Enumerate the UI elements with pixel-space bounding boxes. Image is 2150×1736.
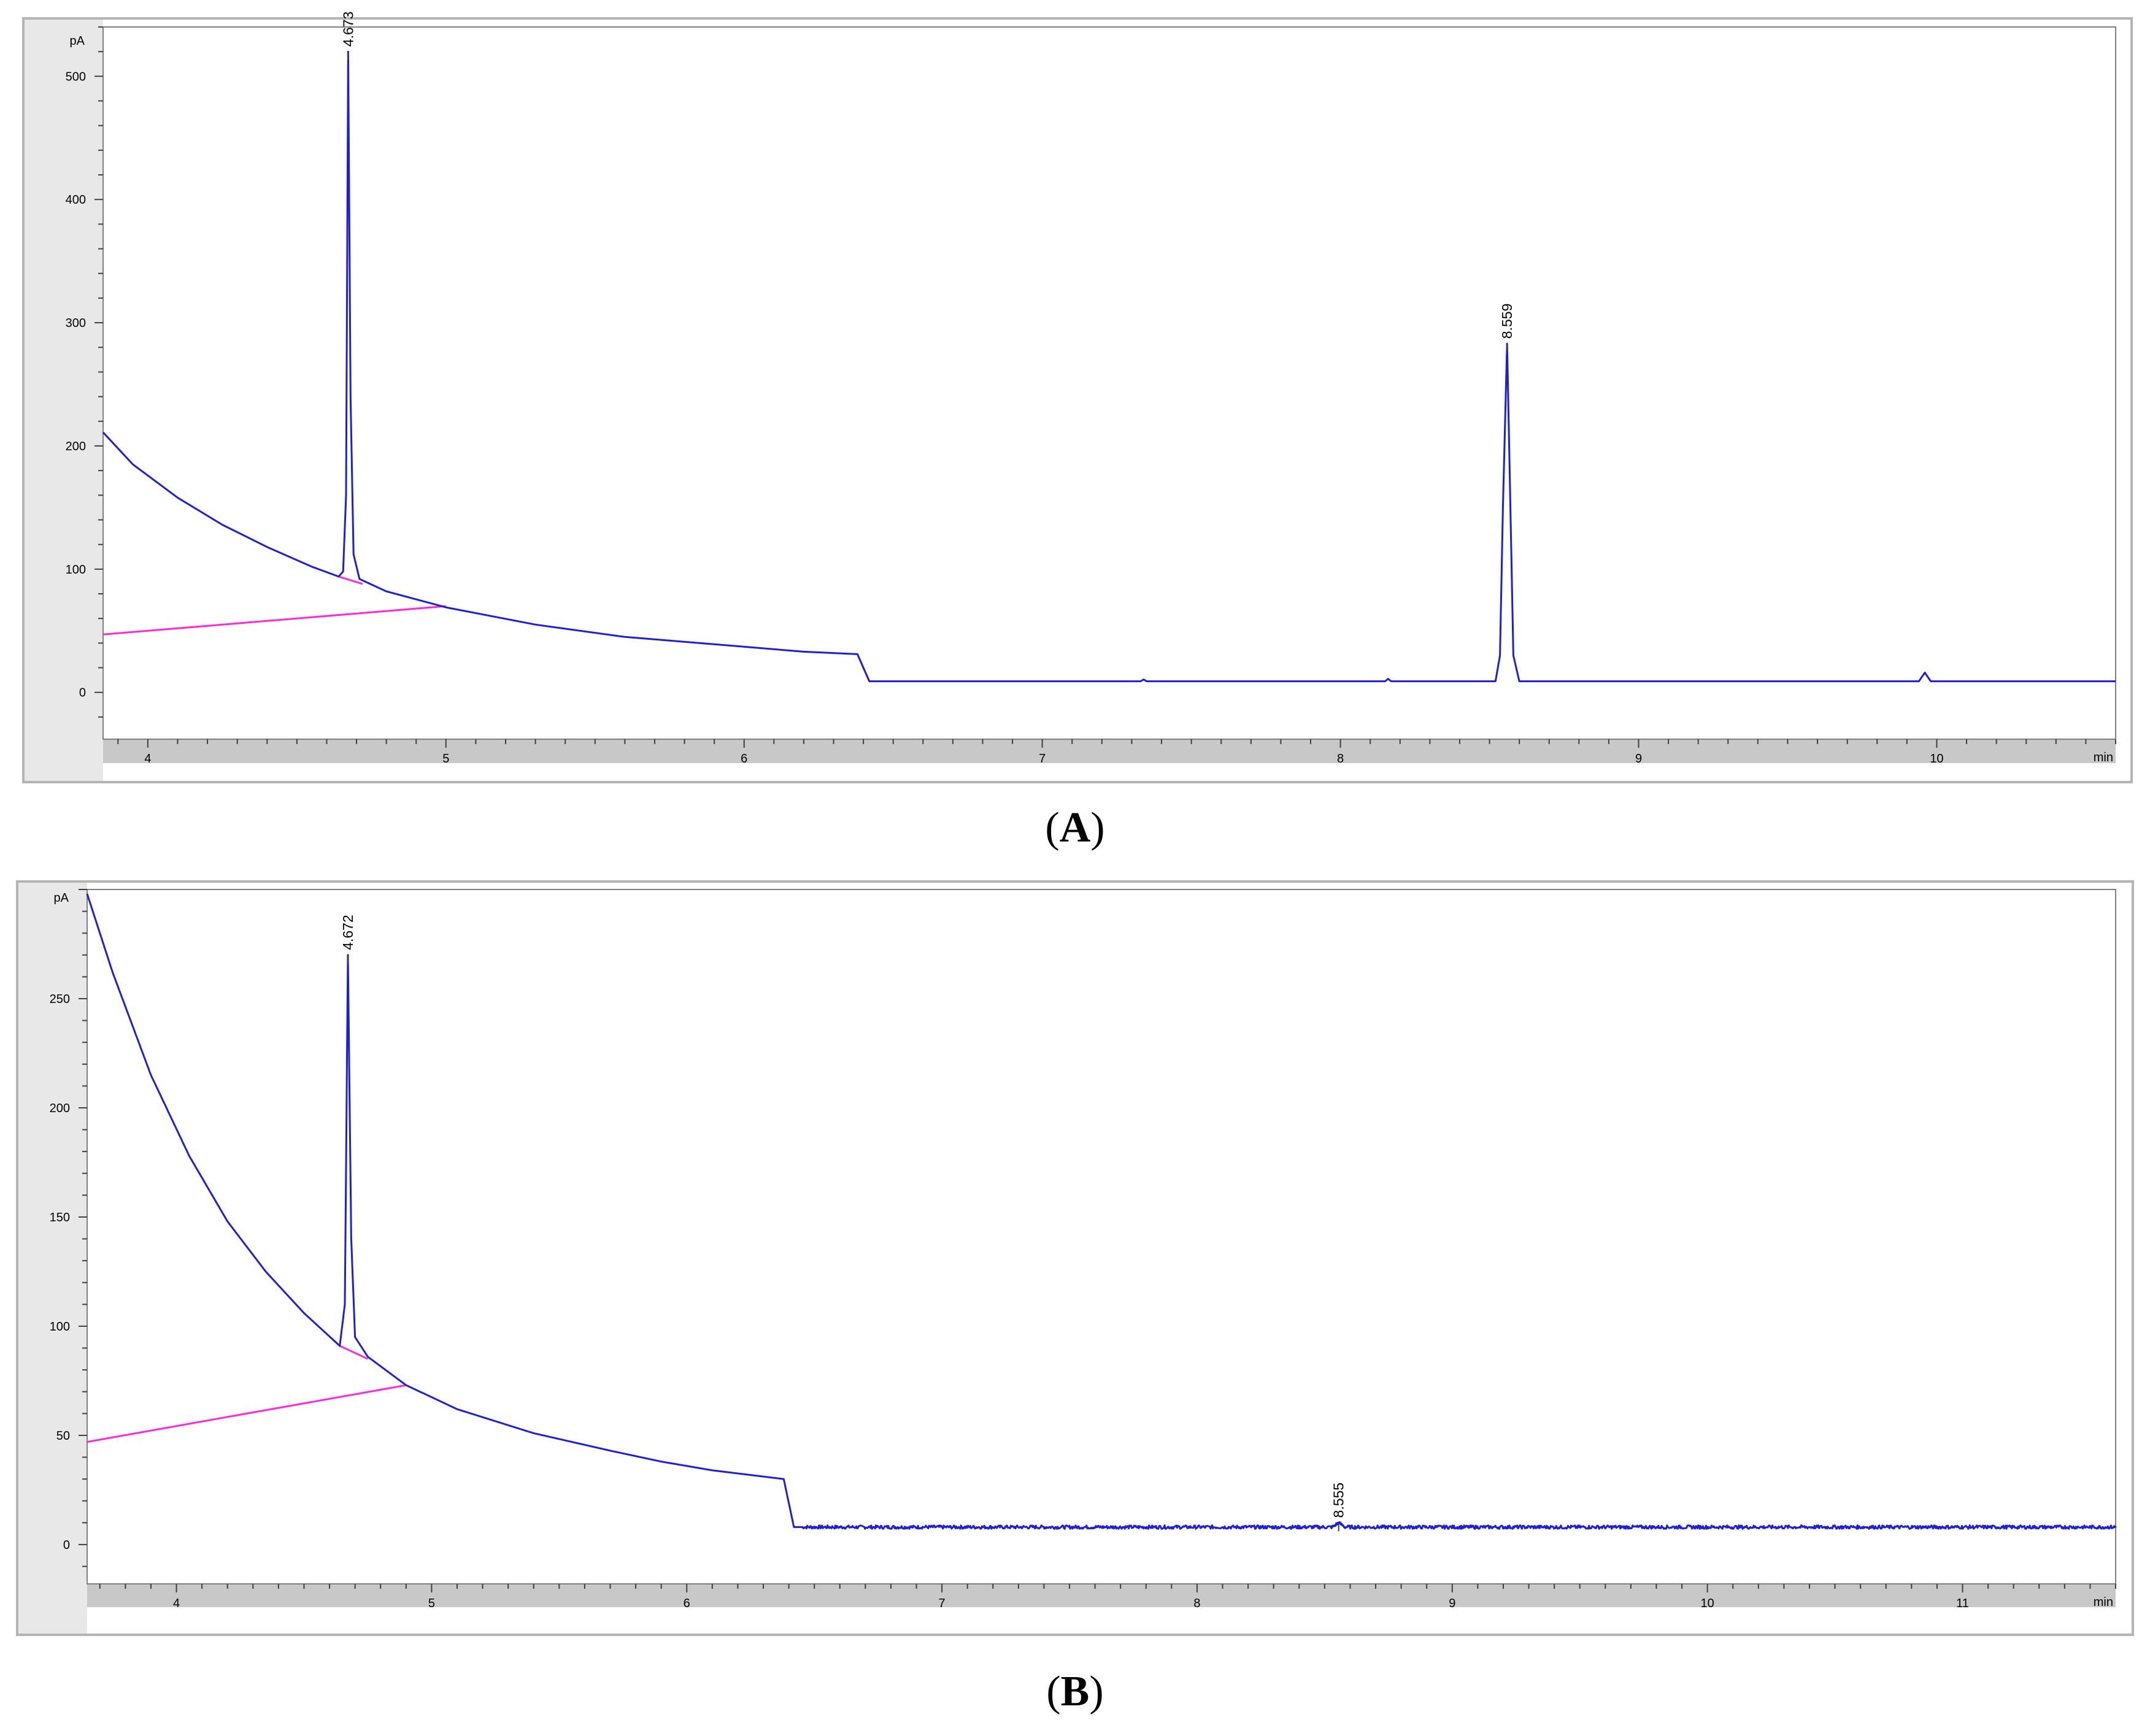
y-tick-label: 200 <box>50 1102 70 1115</box>
y-tick-label: 50 <box>56 1429 70 1443</box>
y-tick-label: 500 <box>66 70 86 83</box>
chart-panel-a: 0 100 200 300 400 500 pA 4 5 6 7 8 9 10 min 4.673 8.559 <box>22 12 2133 783</box>
y-tick-label: 400 <box>66 193 86 207</box>
y-tick-label: 0 <box>79 686 86 700</box>
y-tick-label: 250 <box>50 993 70 1006</box>
x-tick-label: 10 <box>1701 1597 1714 1610</box>
y-tick-label: 0 <box>63 1538 70 1552</box>
y-axis-strip <box>25 20 103 781</box>
x-axis-strip <box>103 739 2116 763</box>
chromatogram-trace <box>102 50 2116 683</box>
x-axis-unit: min <box>2094 1596 2113 1609</box>
chromatogram-trace <box>86 893 2117 1530</box>
x-tick-label: 6 <box>741 752 747 766</box>
x-tick-label: 5 <box>428 1597 435 1610</box>
y-tick-label: 150 <box>50 1211 70 1224</box>
y-axis-strip <box>18 883 87 1634</box>
x-tick-label: 4 <box>144 752 151 766</box>
x-tick-label: 7 <box>1039 752 1046 766</box>
y-tick-label: 300 <box>66 317 86 330</box>
peak-label: 8.559 <box>1499 304 1515 339</box>
x-tick-label: 7 <box>939 1597 946 1610</box>
x-tick-label: 8 <box>1337 752 1344 766</box>
y-tick-label: 100 <box>50 1320 70 1334</box>
x-tick-label: 11 <box>1956 1597 1969 1610</box>
x-tick-label: 4 <box>173 1597 180 1610</box>
y-tick-label: 200 <box>66 440 86 453</box>
x-tick-label: 6 <box>684 1597 690 1610</box>
peak-label: 8.555 <box>1331 1483 1347 1518</box>
peak-label: 4.672 <box>340 915 356 950</box>
panel-a-caption: (A) <box>1045 804 1105 851</box>
chart-panel-b: 0 50 100 150 200 250 pA 4 5 6 7 8 9 10 11 min 4.672 8.555 <box>16 880 2134 1636</box>
integration-baseline <box>339 1345 369 1360</box>
peak-label: 4.673 <box>340 12 356 47</box>
plot-area <box>87 889 2116 1584</box>
x-axis-unit: min <box>2094 751 2113 764</box>
panel-b-caption: (B) <box>1046 1668 1104 1715</box>
y-tick-label: 100 <box>66 563 86 577</box>
y-axis-unit: pA <box>70 34 85 48</box>
x-tick-label: 9 <box>1449 1597 1455 1610</box>
x-axis-strip <box>87 1584 2116 1607</box>
x-tick-label: 10 <box>1930 752 1943 766</box>
integration-baseline <box>102 605 446 636</box>
x-tick-label: 5 <box>442 752 449 766</box>
plot-area <box>102 26 2116 740</box>
y-axis-unit: pA <box>54 891 69 905</box>
x-tick-label: 9 <box>1635 752 1642 766</box>
x-tick-label: 8 <box>1193 1597 1200 1610</box>
integration-baseline <box>338 575 363 585</box>
integration-baseline <box>87 1384 407 1443</box>
